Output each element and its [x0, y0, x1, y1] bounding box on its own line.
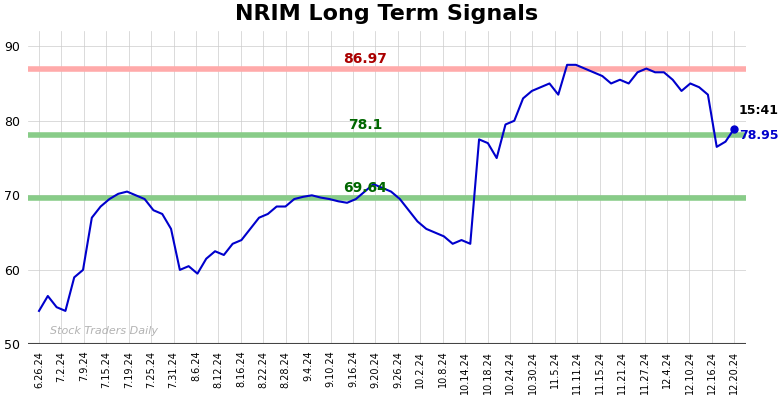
Text: 78.95: 78.95: [739, 129, 779, 142]
Text: 86.97: 86.97: [343, 52, 387, 66]
Text: 69.64: 69.64: [343, 181, 387, 195]
Text: Stock Traders Daily: Stock Traders Daily: [50, 326, 158, 336]
Text: 15:41: 15:41: [739, 104, 779, 117]
Title: NRIM Long Term Signals: NRIM Long Term Signals: [235, 4, 539, 24]
Text: 78.1: 78.1: [348, 118, 383, 132]
